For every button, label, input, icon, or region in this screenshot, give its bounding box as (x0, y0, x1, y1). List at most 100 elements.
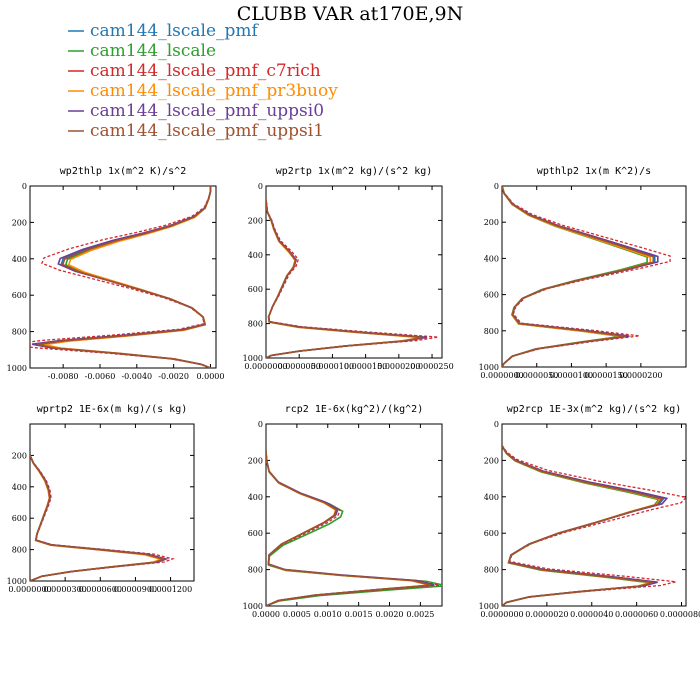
y-tick-label: 1000 (243, 354, 263, 363)
x-tick-label: -0.0040 (121, 372, 152, 381)
chart-panel-4: wprtp2 1E-6x(m kg)/(s kg) 200 400 600 800 100… (7, 404, 195, 594)
panels: wp2thlp 1x(m^2 K)/s^2 0 200 400 600 800 1000 -0… (7, 166, 700, 619)
x-tick-label: 0.0000900 (114, 585, 157, 594)
y-tick-label: 600 (248, 285, 263, 294)
y-tick-label: 600 (248, 529, 263, 538)
x-tick-label: 0.0000 (252, 610, 280, 619)
x-tick-label: 0.0000000 (480, 610, 523, 619)
series-line (266, 451, 432, 606)
y-tick-label: 1000 (243, 602, 263, 611)
y-tick-label: 400 (248, 493, 263, 502)
series-line (266, 199, 439, 358)
series-line (30, 455, 168, 581)
chart-panel-2: wp2rtp 1x(m^2 kg)/(s^2 kg) 0 200 400 600 800 1… (243, 166, 454, 371)
series-line (266, 199, 428, 358)
series-line (266, 451, 430, 606)
y-tick-label: 1000 (7, 577, 27, 586)
series-line (30, 455, 164, 581)
legend-entry: cam144_lscale_pmf (90, 21, 260, 41)
figure-title: CLUBB VAR at170E,9N (237, 3, 463, 25)
legend: cam144_lscale_pmfcam144_lscalecam144_lsc… (68, 21, 338, 141)
series-line (30, 455, 166, 581)
y-tick-label: 200 (484, 218, 499, 227)
y-tick-label: 800 (248, 320, 263, 329)
y-tick-label: 800 (248, 566, 263, 575)
x-tick-label: 0.0025 (406, 610, 434, 619)
x-tick-label: 0.0000040 (570, 610, 613, 619)
series-line (266, 451, 435, 606)
x-tick-label: 0.0020 (376, 610, 404, 619)
panel-title: wpthlp2 1x(m K^2)/s (537, 166, 651, 177)
y-tick-label: 0 (494, 420, 499, 429)
x-tick-label: 0.0000000 (8, 585, 51, 594)
x-tick-label: 0.0000050 (278, 362, 321, 371)
y-tick-label: 400 (484, 493, 499, 502)
chart-panel-6: wp2rcp 1E-3x(m^2 kg)/(s^2 kg) 0 200 400 600 8… (479, 404, 700, 619)
y-tick-label: 600 (484, 291, 499, 300)
y-tick-label: 1000 (7, 364, 27, 373)
series-line (30, 454, 169, 581)
x-tick-label: 0.0000100 (550, 371, 593, 380)
x-tick-label: -0.0060 (85, 372, 116, 381)
x-tick-label: 0.0000050 (515, 371, 558, 380)
y-tick-label: 0 (22, 182, 27, 191)
series-line (30, 186, 212, 368)
y-tick-label: 400 (12, 483, 27, 492)
series-line (502, 445, 664, 606)
y-tick-label: 400 (12, 255, 27, 264)
chart-panel-1: wp2thlp 1x(m^2 K)/s^2 0 200 400 600 800 1000 -0… (7, 166, 225, 381)
legend-entry: cam144_lscale_pmf_uppsi1 (90, 121, 324, 141)
plot-frame (265, 423, 443, 607)
y-tick-label: 800 (12, 546, 27, 555)
x-tick-label: 0.0000000 (244, 362, 287, 371)
series-line (266, 451, 440, 606)
plot-frame (265, 185, 443, 359)
x-tick-label: 0.0000020 (525, 610, 568, 619)
x-tick-label: 0.0000250 (410, 362, 453, 371)
x-tick-label: 0.0000600 (79, 585, 122, 594)
x-tick-label: 0.0010 (314, 610, 342, 619)
y-tick-label: 0 (494, 182, 499, 191)
y-tick-label: 200 (248, 216, 263, 225)
panel-title: wp2rcp 1E-3x(m^2 kg)/(s^2 kg) (507, 404, 682, 415)
panel-title: rcp2 1E-6x(kg^2)/(kg^2) (285, 404, 423, 415)
x-tick-label: 0.0000300 (44, 585, 87, 594)
series-line (502, 186, 655, 367)
x-tick-label: -0.0020 (158, 372, 189, 381)
y-tick-label: 200 (12, 451, 27, 460)
chart-panel-5: rcp2 1E-6x(kg^2)/(kg^2) 0 200 400 600 800 1000… (243, 404, 443, 619)
x-tick-label: 0.0000200 (619, 371, 662, 380)
plot-frame (501, 423, 687, 607)
series-line (37, 186, 212, 368)
series-line (30, 455, 165, 581)
legend-entry: cam144_lscale (90, 41, 216, 61)
y-tick-label: 600 (12, 291, 27, 300)
series-line (31, 186, 212, 368)
series-line (266, 451, 433, 606)
x-tick-label: 0.0000060 (615, 610, 658, 619)
x-tick-label: 0.0015 (345, 610, 373, 619)
x-tick-label: 0.0000000 (480, 371, 523, 380)
chart-panel-3: wpthlp2 1x(m K^2)/s020040060080010000.00… (479, 166, 687, 380)
y-tick-label: 600 (484, 529, 499, 538)
y-tick-label: 400 (248, 251, 263, 260)
y-tick-label: 800 (484, 566, 499, 575)
y-tick-label: 600 (12, 514, 27, 523)
x-tick-label: 0.0000 (196, 372, 224, 381)
x-tick-label: 0.0001200 (149, 585, 192, 594)
legend-entry: cam144_lscale_pmf_pr3buoy (90, 81, 338, 101)
series-line (266, 199, 424, 358)
y-tick-label: 400 (484, 254, 499, 263)
x-tick-label: 0.0000200 (377, 362, 420, 371)
y-tick-label: 1000 (479, 602, 499, 611)
panel-title: wp2thlp 1x(m^2 K)/s^2 (60, 166, 186, 177)
series-line (502, 186, 648, 367)
y-tick-label: 800 (484, 327, 499, 336)
legend-entry: cam144_lscale_pmf_c7rich (90, 61, 321, 81)
series-line (502, 444, 686, 606)
series-line (266, 199, 423, 358)
y-tick-label: 0 (258, 420, 263, 429)
plot-frame (501, 185, 687, 368)
plot-frame (29, 185, 217, 369)
x-tick-label: 0.0000080 (660, 610, 700, 619)
